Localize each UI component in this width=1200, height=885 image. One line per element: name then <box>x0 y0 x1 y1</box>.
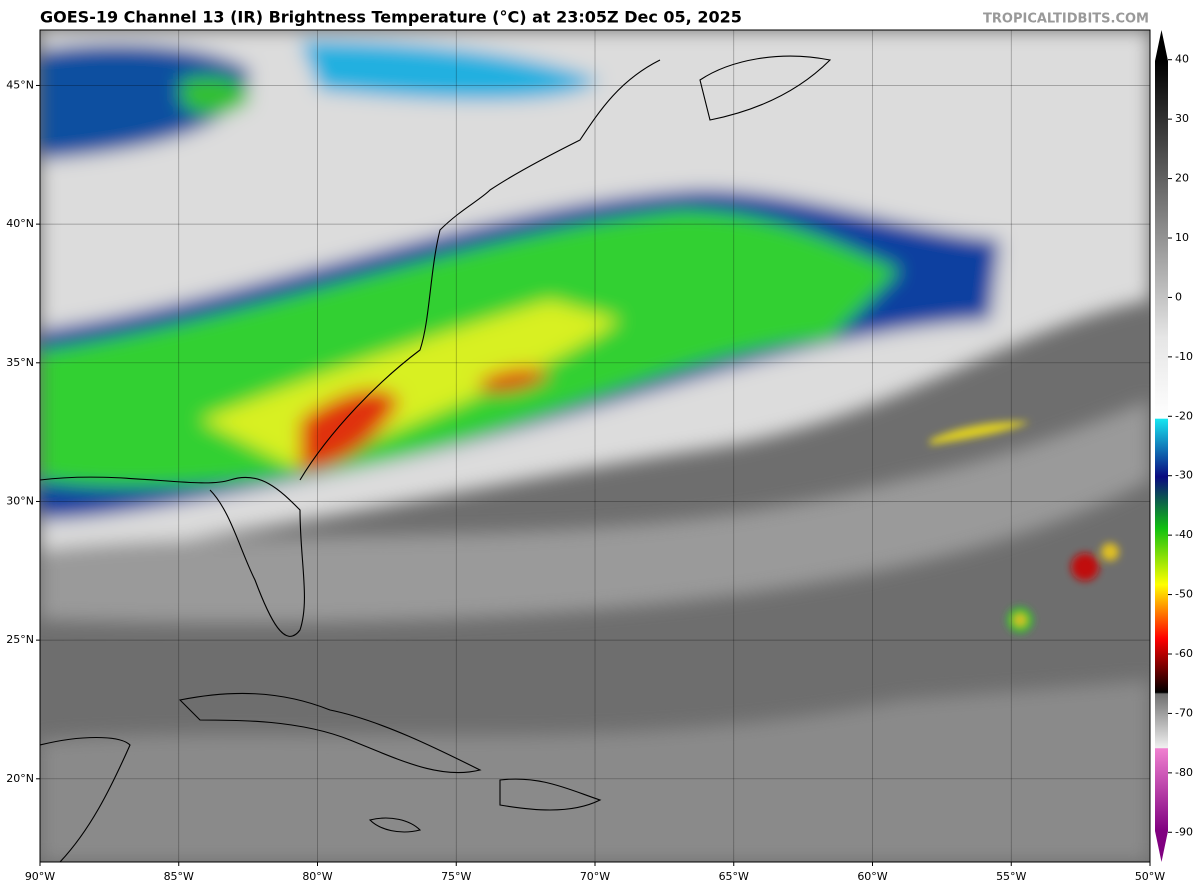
lat-label: 40°N <box>6 217 34 230</box>
lon-label: 85°W <box>164 870 194 883</box>
lon-label: 60°W <box>857 870 887 883</box>
lat-label: 30°N <box>6 494 34 507</box>
colorbar-label: -10 <box>1175 350 1193 363</box>
lat-label: 20°N <box>6 772 34 785</box>
colorbar-label: -70 <box>1175 706 1193 719</box>
colorbar-label: -80 <box>1175 766 1193 779</box>
colorbar-label: -90 <box>1175 825 1193 838</box>
satellite-map <box>40 30 1150 862</box>
colorbar <box>1155 61 1168 831</box>
colorbar-label: 20 <box>1175 172 1189 185</box>
lat-label: 35°N <box>6 356 34 369</box>
colorbar-label: -40 <box>1175 528 1193 541</box>
site-credit: TROPICALTIDBITS.COM <box>983 12 1149 27</box>
colorbar-label: -50 <box>1175 588 1193 601</box>
lon-label: 70°W <box>580 870 610 883</box>
lon-label: 50°W <box>1135 870 1165 883</box>
colorbar-max-arrow <box>1155 30 1168 61</box>
colorbar-label: -20 <box>1175 409 1193 422</box>
colorbar-min-arrow <box>1155 831 1168 862</box>
colorbar-label: 10 <box>1175 231 1189 244</box>
lon-label: 90°W <box>25 870 55 883</box>
lon-label: 75°W <box>441 870 471 883</box>
lon-label: 80°W <box>302 870 332 883</box>
lat-label: 45°N <box>6 78 34 91</box>
lat-label: 25°N <box>6 633 34 646</box>
colorbar-label: 30 <box>1175 112 1189 125</box>
title: GOES-19 Channel 13 (IR) Brightness Tempe… <box>40 8 742 27</box>
colorbar-label: 40 <box>1175 53 1189 66</box>
colorbar-label: -60 <box>1175 647 1193 660</box>
lon-label: 55°W <box>996 870 1026 883</box>
lon-label: 65°W <box>719 870 749 883</box>
colorbar-label: 0 <box>1175 290 1182 303</box>
colorbar-label: -30 <box>1175 469 1193 482</box>
